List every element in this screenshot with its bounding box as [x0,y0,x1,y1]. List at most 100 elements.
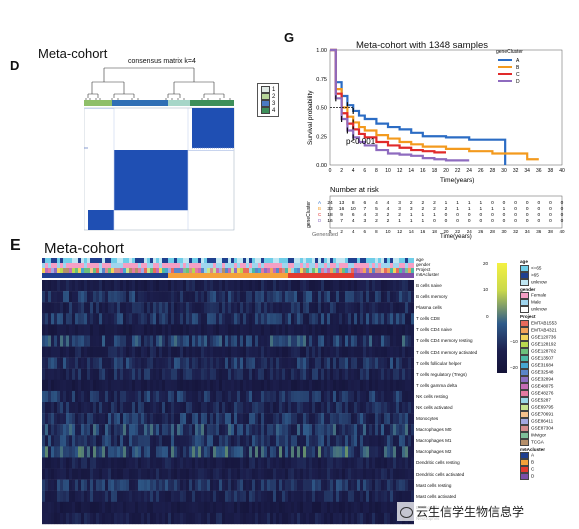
heatmap-cell [183,302,187,314]
risk-title: Number at risk [330,185,379,194]
heatmap-cell [261,479,265,491]
heatmap-cell [93,446,97,458]
heatmap-cell [63,479,67,491]
heatmap-cell [315,390,319,403]
heatmap-cell [378,324,382,336]
annot-m6acluster-cell [366,273,370,278]
risk-xtick-label: 0 [329,229,332,234]
annot-age-cell [186,258,190,263]
heatmap-cell [243,280,247,292]
annot-project-cell [204,268,208,273]
annot-age-cell [387,258,391,263]
heatmap-cell [309,424,313,436]
heatmap-cell [132,313,136,325]
annot-m6acluster-cell [66,273,70,278]
heatmap-cell [78,313,82,325]
risk-cell: 16 [339,206,345,212]
heatmap-cell [345,346,349,358]
heatmap-cell [393,479,397,491]
heatmap-cell [195,490,199,503]
heatmap-cell [129,413,133,425]
heatmap-cell [186,280,190,292]
heatmap-cell [42,501,46,514]
heatmap-cell [66,335,70,347]
heatmap-cell [270,512,274,525]
heatmap-cell [183,490,187,503]
heatmap-cell [363,379,367,392]
risk-row-label-D: D [318,218,322,223]
annot-project-cell [291,268,295,273]
heatmap-cell [315,512,319,525]
heatmap-cell [174,291,178,303]
heatmap-cell [216,424,220,436]
annot-m6acluster-cell [153,273,157,278]
heatmap-cell [138,424,142,436]
heatmap-cell [402,280,406,292]
heatmap-cell [90,435,94,447]
heatmap-cell [381,402,385,414]
risk-cell: 1 [456,200,459,206]
legend-label: GSE86411 [531,418,554,424]
heatmap-cell [147,424,151,436]
heatmap-cell [303,335,307,347]
heatmap-cell [219,313,223,325]
heatmap-cell [237,390,241,403]
heatmap-cell [393,435,397,447]
heatmap-cell [336,457,340,469]
heatmap-cell [57,390,61,403]
heatmap-cell [111,468,115,480]
heatmap-cell [102,291,106,303]
heatmap-cell [201,490,205,503]
heatmap-cell [111,501,115,514]
heatmap-cell [297,424,301,436]
risk-xtick-label: 24 [467,229,473,234]
heatmap-cell [216,357,220,369]
heatmap-cell [150,468,154,480]
heatmap-cell [84,479,88,491]
heatmap-cell [315,335,319,347]
heatmap-cell [126,457,130,469]
heatmap-cell [354,390,358,403]
annot-age-cell [255,258,259,263]
heatmap-cell [192,501,196,514]
annot-age-cell [69,258,73,263]
heatmap-cell [369,346,373,358]
heatmap-cell [345,357,349,369]
heatmap-cell [129,490,133,503]
heatmap-cell [237,435,241,447]
heatmap-cell [129,346,133,358]
heatmap-cell [291,479,295,491]
heatmap-cell [186,435,190,447]
annot-age-cell [81,258,85,263]
heatmap-cell [234,446,238,458]
heatmap-cell [276,512,280,525]
legend-item: GSE69795 [520,403,557,411]
heatmap-cell [177,335,181,347]
heatmap-cell [297,346,301,358]
heatmap-cell [297,446,301,458]
heatmap-cell [87,468,91,480]
heatmap-cell [357,379,361,392]
heatmap-cell [156,335,160,347]
heatmap-cell [135,446,139,458]
heatmap-cell [276,479,280,491]
heatmap-cell [201,390,205,403]
heatmap-cell [144,479,148,491]
annot-age-cell [213,258,217,263]
heatmap-cell [111,379,115,392]
heatmap-cell [60,357,64,369]
heatmap-cell [120,313,124,325]
heatmap-cell [141,291,145,303]
heatmap-cell [84,302,88,314]
heatmap-cell [66,368,70,381]
risk-xtick-label: 6 [364,229,367,234]
annot-m6acluster-cell [150,273,154,278]
annot-gender-cell [228,263,232,268]
heatmap-cell [141,479,145,491]
heatmap-cell [126,435,130,447]
heatmap-cell [285,479,289,491]
heatmap-cell [405,324,409,336]
annot-gender-cell [63,263,67,268]
heatmap-cell [276,490,280,503]
heatmap-cell [180,368,184,381]
